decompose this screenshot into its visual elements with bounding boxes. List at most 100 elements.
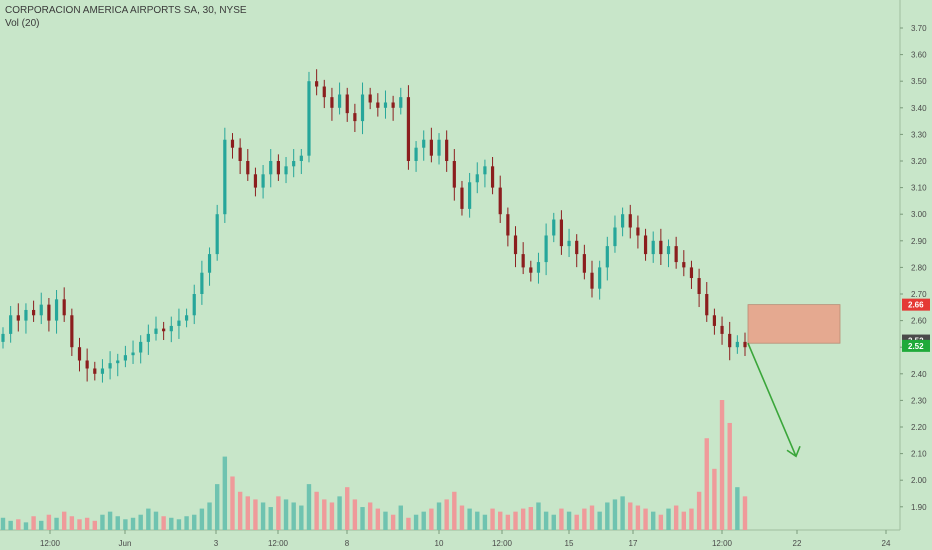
volume-bar	[421, 511, 426, 530]
x-tick-label: Jun	[119, 539, 132, 548]
volume-bar	[689, 508, 694, 530]
candle-body	[567, 240, 571, 247]
volume-bar	[92, 520, 97, 530]
y-tick-label: 2.70	[911, 290, 927, 299]
volume-bar	[268, 507, 273, 530]
volume-indicator-label: Vol (20)	[5, 18, 40, 29]
volume-bar	[169, 517, 174, 530]
volume-bar	[467, 508, 472, 530]
volume-bar	[742, 496, 748, 530]
candle-body	[154, 328, 158, 334]
volume-bar	[214, 484, 220, 530]
volume-bar	[230, 476, 235, 530]
candle-body	[368, 94, 372, 103]
candle-body	[215, 214, 219, 255]
candle-body	[414, 147, 418, 161]
x-tick-label: 12:00	[712, 539, 733, 548]
volume-bar	[735, 487, 740, 530]
volume-bar	[153, 511, 159, 530]
candle-body	[345, 94, 349, 114]
y-tick-label: 3.20	[911, 157, 927, 166]
y-tick-label: 3.60	[911, 51, 927, 60]
volume-bar	[352, 499, 358, 530]
candle-body	[651, 240, 655, 255]
chart-title: CORPORACION AMERICA AIRPORTS SA, 30, NYS…	[5, 5, 247, 16]
volume-bar	[123, 519, 128, 530]
candle-body	[184, 315, 189, 321]
candle-body	[24, 309, 28, 321]
y-tick-label: 3.30	[911, 130, 927, 139]
x-tick-label: 17	[629, 539, 638, 548]
y-tick-label: 2.60	[911, 317, 927, 326]
candle-body	[238, 147, 242, 161]
y-tick-label: 2.00	[911, 476, 927, 485]
candle-body	[643, 235, 648, 255]
volume-bar	[490, 508, 495, 530]
candle-body	[108, 363, 112, 369]
y-tick-label: 2.40	[911, 370, 927, 379]
volume-bar	[107, 511, 113, 530]
candle-body	[131, 352, 135, 356]
resistance-zone	[747, 304, 841, 344]
x-tick-label: 8	[345, 539, 350, 548]
x-tick-label: 24	[882, 539, 891, 548]
volume-bar	[666, 508, 671, 530]
price-badge-label: 2.66	[908, 301, 924, 310]
volume-bar	[61, 511, 67, 530]
volume-bar	[291, 502, 296, 530]
projection-arrow	[747, 342, 797, 457]
candle-body	[613, 227, 617, 247]
candle-body	[720, 325, 724, 334]
volume-bar	[207, 502, 212, 530]
volume-bar	[620, 496, 625, 530]
volume-bar	[161, 516, 166, 530]
x-tick-label: 12:00	[40, 539, 61, 548]
candle-body	[93, 368, 97, 374]
candle-body	[582, 254, 586, 273]
candle-body	[422, 139, 426, 148]
volume-bar	[536, 502, 541, 530]
candle-body	[116, 360, 120, 364]
volume-bar	[559, 508, 564, 530]
candle-body	[590, 272, 594, 289]
candle-body	[399, 97, 403, 108]
volume-bar	[520, 508, 526, 530]
candle-body	[85, 360, 89, 369]
candle-body	[292, 161, 296, 167]
candle-body	[666, 246, 671, 255]
candle-body	[139, 341, 143, 353]
volume-bar	[658, 514, 664, 530]
volume-bar	[459, 505, 465, 530]
volume-bar	[69, 516, 75, 530]
volume-bar	[390, 514, 396, 530]
candle-body	[307, 81, 311, 156]
volume-bar	[429, 508, 434, 530]
volume-bar	[452, 491, 457, 530]
volume-bar	[597, 511, 602, 530]
volume-bar	[16, 519, 21, 530]
candle-body	[246, 161, 250, 175]
candle-body	[475, 174, 479, 183]
candle-body	[146, 333, 150, 342]
candle-body	[391, 102, 395, 108]
volume-bar	[566, 511, 572, 530]
volume-bar	[727, 422, 732, 530]
volume-bar	[628, 502, 633, 530]
candle-body	[452, 161, 456, 188]
candle-body	[269, 161, 273, 175]
candle-body	[521, 254, 525, 268]
candle-body	[712, 315, 717, 326]
projection-arrowhead	[786, 445, 801, 458]
volume-bar	[574, 514, 579, 530]
candle-body	[429, 139, 433, 156]
candle-body	[376, 102, 380, 108]
volume-bar	[237, 491, 243, 530]
volume-bar	[54, 517, 59, 530]
volume-bar	[115, 516, 120, 530]
volume-bar	[84, 517, 90, 530]
volume-bar	[176, 519, 182, 530]
volume-bar	[712, 468, 717, 530]
candle-body	[77, 347, 82, 361]
